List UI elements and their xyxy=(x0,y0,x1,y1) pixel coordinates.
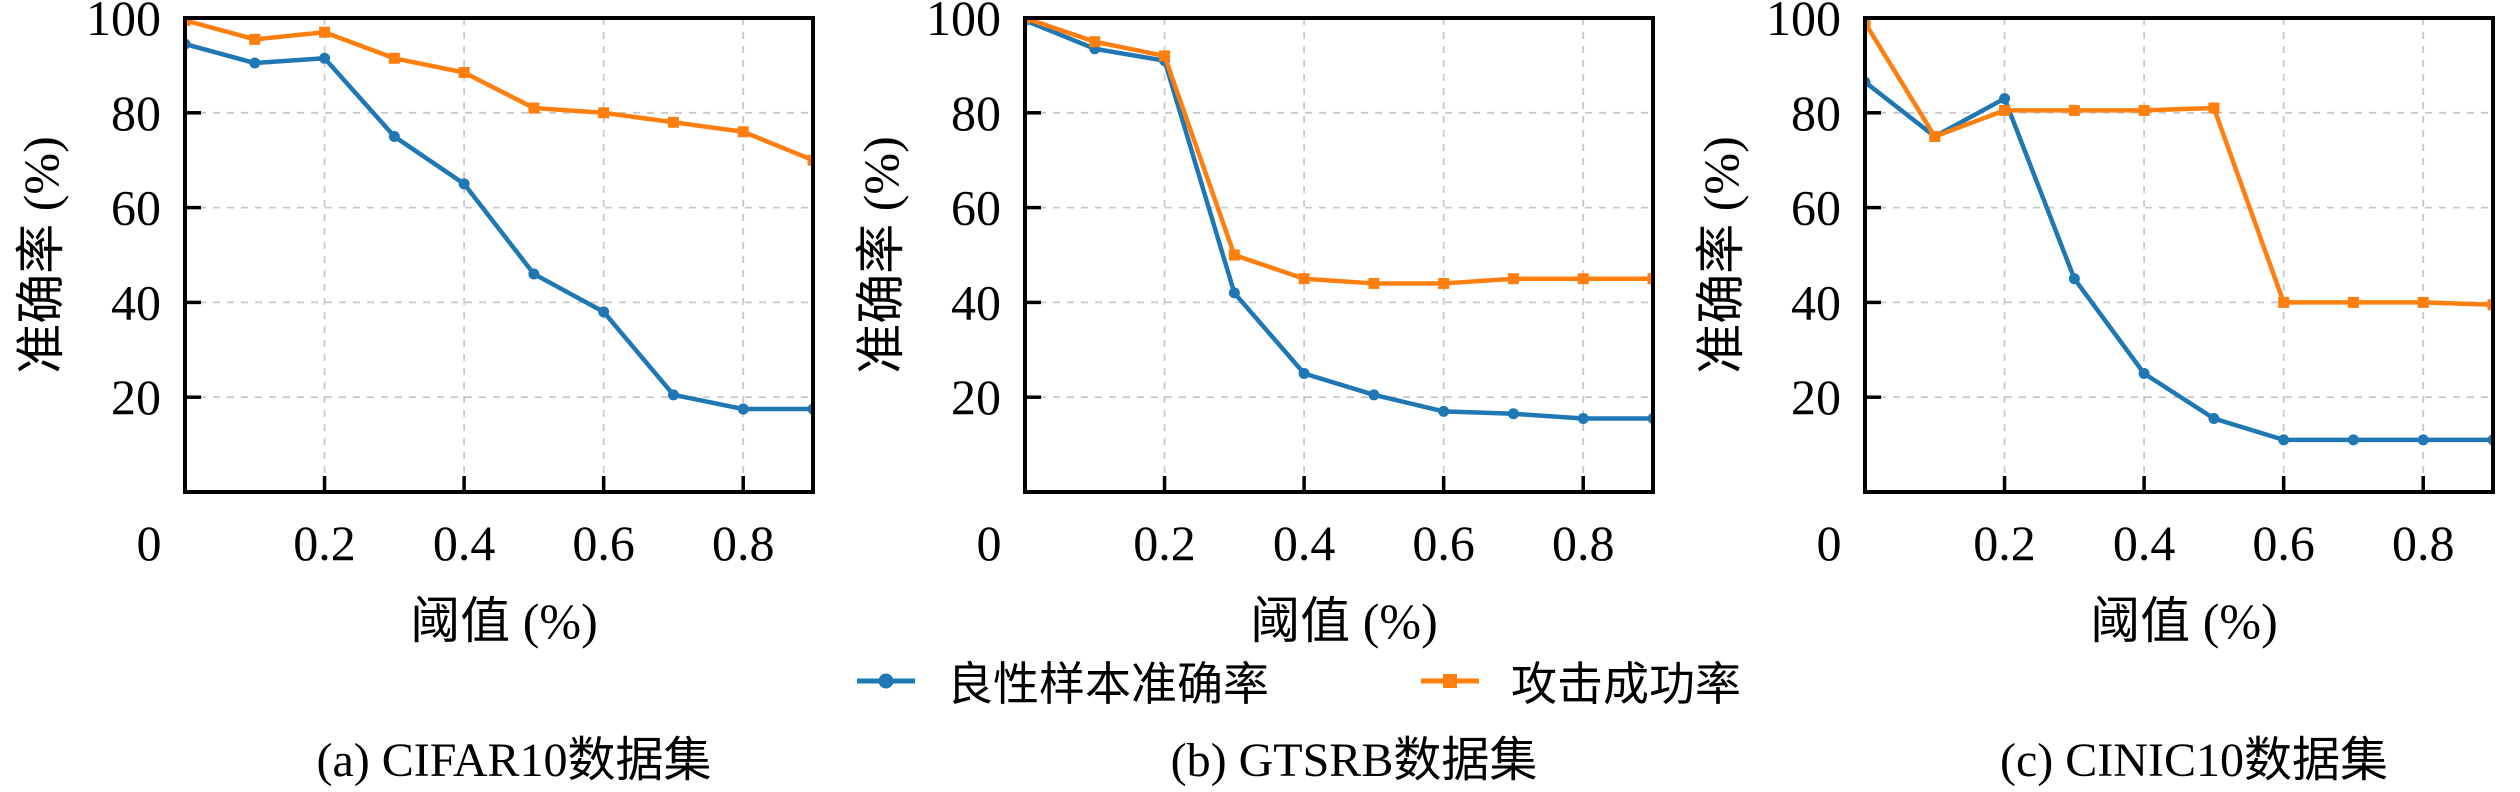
svg-text:20: 20 xyxy=(1791,369,1841,425)
svg-text:100: 100 xyxy=(926,0,1001,46)
svg-text:0.4: 0.4 xyxy=(433,515,496,571)
subplot-caption-c: (c) CINIC10数据集 xyxy=(2000,734,2388,787)
svg-text:0.4: 0.4 xyxy=(2113,515,2176,571)
svg-text:0.6: 0.6 xyxy=(1412,515,1475,571)
cinic10-line-chart: 20 40 60 80 100 0 0.2 0.4 0.6 0.8 准确率 (%) xyxy=(1693,0,2495,571)
svg-text:0.8: 0.8 xyxy=(1552,515,1615,571)
svg-text:0: 0 xyxy=(137,515,162,571)
svg-text:40: 40 xyxy=(951,274,1001,330)
svg-text:60: 60 xyxy=(111,180,161,236)
svg-text:80: 80 xyxy=(111,85,161,141)
svg-text:100: 100 xyxy=(86,0,161,46)
svg-text:0: 0 xyxy=(1817,515,1842,571)
svg-text:0.2: 0.2 xyxy=(293,515,356,571)
svg-text:准确率 (%): 准确率 (%) xyxy=(853,136,909,373)
svg-text:0.4: 0.4 xyxy=(1273,515,1336,571)
x-axis-label: 阈值 (%) xyxy=(410,593,598,649)
subplot-a-cifar10: 20 40 60 80 100 0 0.2 0.4 0.6 0.8 准确率 (%) 阈值 (%) (… xyxy=(0,0,840,792)
svg-text:20: 20 xyxy=(951,369,1001,425)
svg-text:0.2: 0.2 xyxy=(1973,515,2036,571)
legend: 良性样本准确率 攻击成功率 xyxy=(38,650,2520,712)
cifar10-line-chart: 20 40 60 80 100 0 0.2 0.4 0.6 0.8 准确率 (%) xyxy=(13,0,815,571)
legend-label-attack-success: 攻击成功率 xyxy=(1511,659,1741,710)
svg-text:40: 40 xyxy=(1791,274,1841,330)
attack-success-line-marker-icon xyxy=(1421,674,1479,688)
svg-text:20: 20 xyxy=(111,369,161,425)
subplot-c-cinic10: 20 40 60 80 100 0 0.2 0.4 0.6 0.8 准确率 (%) 阈值 (%) (… xyxy=(1680,0,2520,792)
svg-text:0.8: 0.8 xyxy=(712,515,775,571)
svg-text:40: 40 xyxy=(111,274,161,330)
subplot-caption-a: (a) CIFAR10数据集 xyxy=(316,734,712,787)
svg-text:100: 100 xyxy=(1766,0,1841,46)
subplot-b-gtsrb: 20 40 60 80 100 0 0.2 0.4 0.6 0.8 准确率 (%) 阈值 (%) (… xyxy=(840,0,1680,792)
x-axis-label: 阈值 (%) xyxy=(2090,593,2278,649)
svg-text:准确率 (%): 准确率 (%) xyxy=(1693,136,1749,373)
svg-text:准确率 (%): 准确率 (%) xyxy=(13,136,69,373)
benign-accuracy-line-marker-icon xyxy=(857,673,915,689)
svg-text:60: 60 xyxy=(1791,180,1841,236)
svg-text:60: 60 xyxy=(951,180,1001,236)
svg-text:0.6: 0.6 xyxy=(572,515,635,571)
subplot-caption-b: (b) GTSRB数据集 xyxy=(1170,734,1538,787)
x-axis-label: 阈值 (%) xyxy=(1250,593,1438,649)
svg-text:0: 0 xyxy=(977,515,1002,571)
svg-text:80: 80 xyxy=(1791,85,1841,141)
svg-text:80: 80 xyxy=(951,85,1001,141)
svg-text:0.2: 0.2 xyxy=(1133,515,1196,571)
legend-item-benign-accuracy: 良性样本准确率 xyxy=(855,648,1269,714)
legend-label-benign-accuracy: 良性样本准确率 xyxy=(947,659,1269,710)
legend-item-attack-success: 攻击成功率 xyxy=(1419,648,1741,714)
gtsrb-line-chart: 20 40 60 80 100 0 0.2 0.4 0.6 0.8 准确率 (%) xyxy=(853,0,1655,571)
svg-text:0.8: 0.8 xyxy=(2392,515,2455,571)
svg-text:0.6: 0.6 xyxy=(2252,515,2315,571)
